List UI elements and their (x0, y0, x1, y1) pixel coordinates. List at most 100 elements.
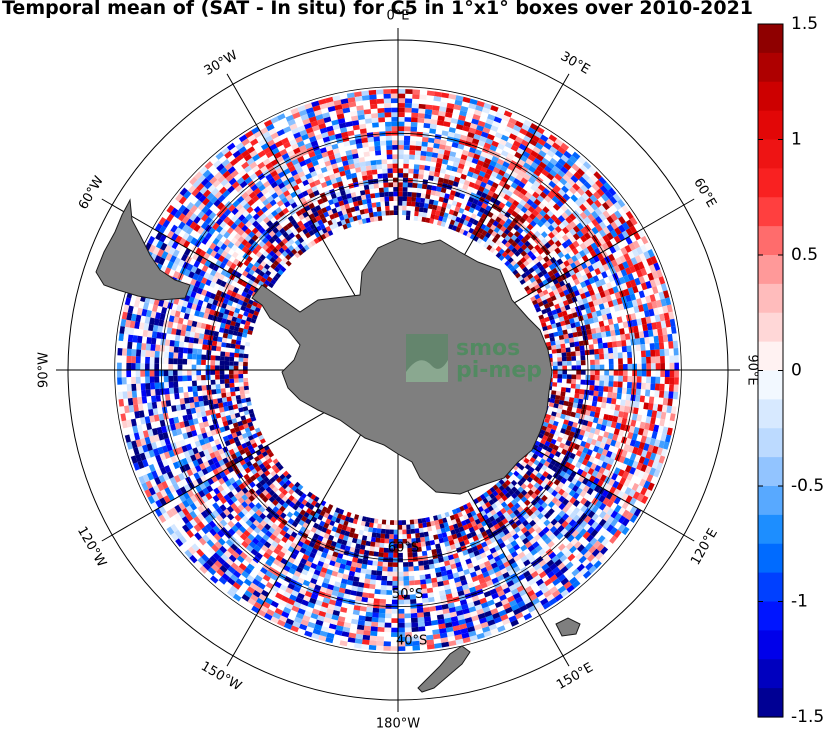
anomaly-cell (433, 558, 439, 564)
anomaly-cell (347, 637, 356, 643)
anomaly-cell (606, 515, 615, 525)
anomaly-cell (600, 331, 607, 338)
anomaly-cell (270, 158, 279, 167)
anomaly-cell (444, 116, 452, 123)
anomaly-cell (566, 374, 572, 380)
anomaly-cell (629, 279, 637, 288)
anomaly-cell (480, 601, 489, 609)
anomaly-cell (149, 317, 156, 325)
anomaly-cell (386, 149, 393, 155)
anomaly-cell (576, 370, 581, 375)
anomaly-cell (607, 392, 613, 399)
anomaly-cell (362, 559, 368, 565)
anomaly-cell (568, 576, 578, 585)
anomaly-cell (162, 431, 169, 440)
anomaly-cell (219, 564, 228, 574)
anomaly-cell (387, 562, 393, 567)
anomaly-cell (147, 402, 153, 410)
anomaly-cell (625, 511, 634, 521)
anomaly-cell (225, 174, 234, 182)
anomaly-cell (149, 415, 156, 423)
anomaly-cell (639, 337, 645, 345)
anomaly-cell (649, 279, 657, 288)
anomaly-cell (610, 518, 619, 527)
anomaly-cell (607, 386, 614, 393)
anomaly-cell (143, 323, 150, 331)
anomaly-cell (601, 193, 610, 202)
anomaly-cell (229, 158, 239, 167)
anomaly-cell (423, 564, 430, 570)
anomaly-cell (229, 374, 234, 379)
anomaly-cell (671, 333, 678, 342)
anomaly-cell (487, 619, 496, 627)
anomaly-cell (193, 524, 202, 533)
anomaly-cell (590, 370, 595, 376)
anomaly-cell (508, 615, 517, 623)
anomaly-cell (462, 636, 471, 644)
anomaly-cell (225, 558, 234, 566)
anomaly-cell (634, 401, 640, 409)
anomaly-cell (309, 597, 317, 605)
anomaly-cell (299, 129, 308, 137)
anomaly-cell (196, 370, 202, 376)
anomaly-cell (385, 613, 392, 619)
anomaly-cell (127, 390, 133, 399)
anomaly-cell (283, 622, 293, 630)
anomaly-cell (377, 112, 385, 118)
anomaly-cell (148, 244, 156, 254)
anomaly-cell (378, 617, 386, 623)
anomaly-cell (205, 531, 214, 540)
anomaly-cell (664, 355, 670, 364)
anomaly-cell (393, 534, 398, 539)
anomaly-cell (215, 374, 220, 380)
anomaly-cell (465, 621, 474, 628)
anomaly-cell (599, 185, 609, 194)
anomaly-cell (431, 152, 439, 158)
anomaly-cell (291, 127, 300, 135)
anomaly-cell (179, 486, 187, 495)
anomaly-cell (330, 618, 338, 626)
anomaly-cell (420, 155, 427, 161)
anomaly-cell (196, 364, 202, 370)
anomaly-cell (326, 125, 334, 132)
anomaly-cell (583, 550, 592, 559)
anomaly-cell (487, 113, 496, 121)
anomaly-cell (169, 255, 177, 264)
anomaly-cell (590, 202, 599, 211)
anomaly-cell (124, 434, 132, 443)
anomaly-cell (625, 228, 634, 237)
anomaly-cell (131, 383, 137, 391)
anomaly-cell (200, 221, 209, 230)
anomaly-cell (608, 353, 614, 359)
anomaly-cell (298, 109, 308, 117)
anomaly-cell (154, 376, 160, 383)
anomaly-cell (210, 365, 216, 370)
anomaly-cell (514, 120, 524, 128)
anomaly-cell (643, 402, 649, 410)
anomaly-cell (384, 622, 392, 628)
anomaly-cell (465, 136, 474, 143)
anomaly-cell (119, 406, 126, 414)
anomaly-cell (178, 204, 187, 214)
anomaly-cell (265, 162, 274, 170)
anomaly-cell (529, 138, 538, 147)
anomaly-cell (514, 596, 524, 604)
anomaly-cell (644, 336, 650, 345)
anomaly-cell (645, 280, 652, 289)
anomaly-cell (610, 229, 618, 238)
anomaly-cell (373, 141, 381, 147)
anomaly-cell (634, 454, 641, 463)
anomaly-cell (193, 215, 201, 225)
anomaly-cell (322, 597, 331, 604)
anomaly-cell (168, 484, 176, 493)
anomaly-cell (404, 126, 411, 132)
anomaly-cell (628, 242, 636, 251)
anomaly-cell (197, 513, 205, 522)
anomaly-cell (576, 544, 585, 553)
anomaly-cell (672, 340, 679, 349)
anomaly-cell (621, 282, 628, 291)
anomaly-cell (406, 201, 412, 207)
anomaly-cell (166, 230, 175, 239)
anomaly-cell (151, 337, 157, 345)
anomaly-cell (219, 186, 228, 195)
